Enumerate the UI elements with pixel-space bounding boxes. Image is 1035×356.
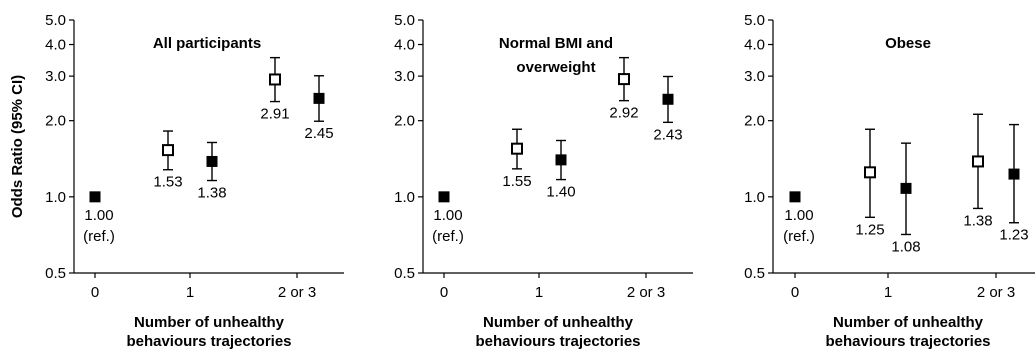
y-tick-label: 0.5 bbox=[744, 265, 765, 282]
data-label: 1.08 bbox=[891, 238, 920, 255]
y-tick-label: 5.0 bbox=[394, 12, 415, 29]
panel-title: Normal BMI and bbox=[499, 35, 613, 52]
x-tick-label: 0 bbox=[91, 284, 99, 301]
y-tick-label: 5.0 bbox=[45, 12, 66, 29]
y-tick-label: 4.0 bbox=[394, 37, 415, 54]
x-axis-label: Number of unhealthy bbox=[134, 314, 285, 331]
point-marker-filled bbox=[662, 93, 674, 105]
x-tick-label: 2 or 3 bbox=[977, 284, 1015, 301]
point-marker-filled bbox=[438, 191, 450, 203]
data-label-note: (ref.) bbox=[432, 228, 464, 245]
x-axis-label: behaviours trajectories bbox=[126, 333, 291, 350]
data-label: 2.91 bbox=[260, 106, 289, 123]
point-marker-filled bbox=[206, 155, 218, 167]
panel-title: All participants bbox=[153, 35, 261, 52]
y-tick-label: 2.0 bbox=[394, 113, 415, 130]
data-label: 1.00 bbox=[433, 207, 462, 224]
panel-3: 0.5 1.0 2.0 3.0 4.0 5.0 0 1 2 or 3 Number of unhe… bbox=[744, 12, 1035, 350]
y-tick-label: 3.0 bbox=[744, 68, 765, 85]
y-tick-label: 3.0 bbox=[394, 68, 415, 85]
data-label: 2.92 bbox=[609, 105, 638, 122]
data-label-note: (ref.) bbox=[783, 228, 815, 245]
point-marker-open bbox=[972, 155, 984, 168]
point-marker-open bbox=[269, 73, 281, 86]
data-label: 1.55 bbox=[502, 173, 531, 190]
data-label: 1.23 bbox=[999, 227, 1028, 244]
y-tick-label: 0.5 bbox=[45, 265, 66, 282]
x-axis-label: behaviours trajectories bbox=[475, 333, 640, 350]
y-tick-label: 1.0 bbox=[45, 189, 66, 206]
point-marker-filled bbox=[900, 182, 912, 194]
y-tick-label: 2.0 bbox=[744, 113, 765, 130]
point-marker-filled bbox=[89, 191, 101, 203]
y-tick-label: 1.0 bbox=[394, 189, 415, 206]
point-marker-filled bbox=[789, 191, 801, 203]
y-tick-label: 2.0 bbox=[45, 113, 66, 130]
data-label: 1.00 bbox=[784, 207, 813, 224]
panel-1: 0.5 1.0 2.0 3.0 4.0 5.0 0 1 2 or 3 Number of unhe… bbox=[45, 12, 344, 350]
y-tick-label: 0.5 bbox=[394, 265, 415, 282]
x-axis-label: Number of unhealthy bbox=[483, 314, 634, 331]
panel-title: Obese bbox=[885, 35, 931, 52]
panel-2: 0.5 1.0 2.0 3.0 4.0 5.0 0 1 2 or 3 Number of unhe… bbox=[394, 12, 693, 350]
data-label: 1.38 bbox=[197, 185, 226, 202]
point-marker-filled bbox=[1008, 168, 1020, 180]
point-marker-filled bbox=[313, 92, 325, 104]
data-label: 2.43 bbox=[653, 126, 682, 143]
x-tick-label: 1 bbox=[884, 284, 892, 301]
data-label-note: (ref.) bbox=[83, 228, 115, 245]
point-marker-open bbox=[162, 144, 174, 157]
point-marker-open bbox=[864, 166, 876, 179]
y-tick-label: 1.0 bbox=[744, 189, 765, 206]
y-tick-label: 5.0 bbox=[744, 12, 765, 29]
point-marker-open bbox=[511, 142, 523, 155]
data-label: 1.25 bbox=[855, 221, 884, 238]
point-marker-open bbox=[618, 73, 630, 86]
data-label: 1.38 bbox=[963, 212, 992, 229]
y-tick-label: 4.0 bbox=[45, 37, 66, 54]
y-tick-label: 4.0 bbox=[744, 37, 765, 54]
data-label: 1.00 bbox=[84, 207, 113, 224]
point-marker-filled bbox=[555, 154, 567, 166]
x-axis-label: behaviours trajectories bbox=[825, 333, 990, 350]
y-axis-label: Odds Ratio (95% CI) bbox=[9, 75, 26, 218]
x-axis-label: Number of unhealthy bbox=[833, 314, 984, 331]
data-label: 1.40 bbox=[546, 184, 575, 201]
y-tick-label: 3.0 bbox=[45, 68, 66, 85]
x-tick-label: 2 or 3 bbox=[627, 284, 665, 301]
x-tick-label: 0 bbox=[791, 284, 799, 301]
data-label: 2.45 bbox=[304, 125, 333, 142]
panel-title: overweight bbox=[516, 59, 595, 76]
x-tick-label: 0 bbox=[440, 284, 448, 301]
x-tick-label: 1 bbox=[186, 284, 194, 301]
x-tick-label: 2 or 3 bbox=[278, 284, 316, 301]
x-tick-label: 1 bbox=[535, 284, 543, 301]
data-label: 1.53 bbox=[153, 174, 182, 191]
